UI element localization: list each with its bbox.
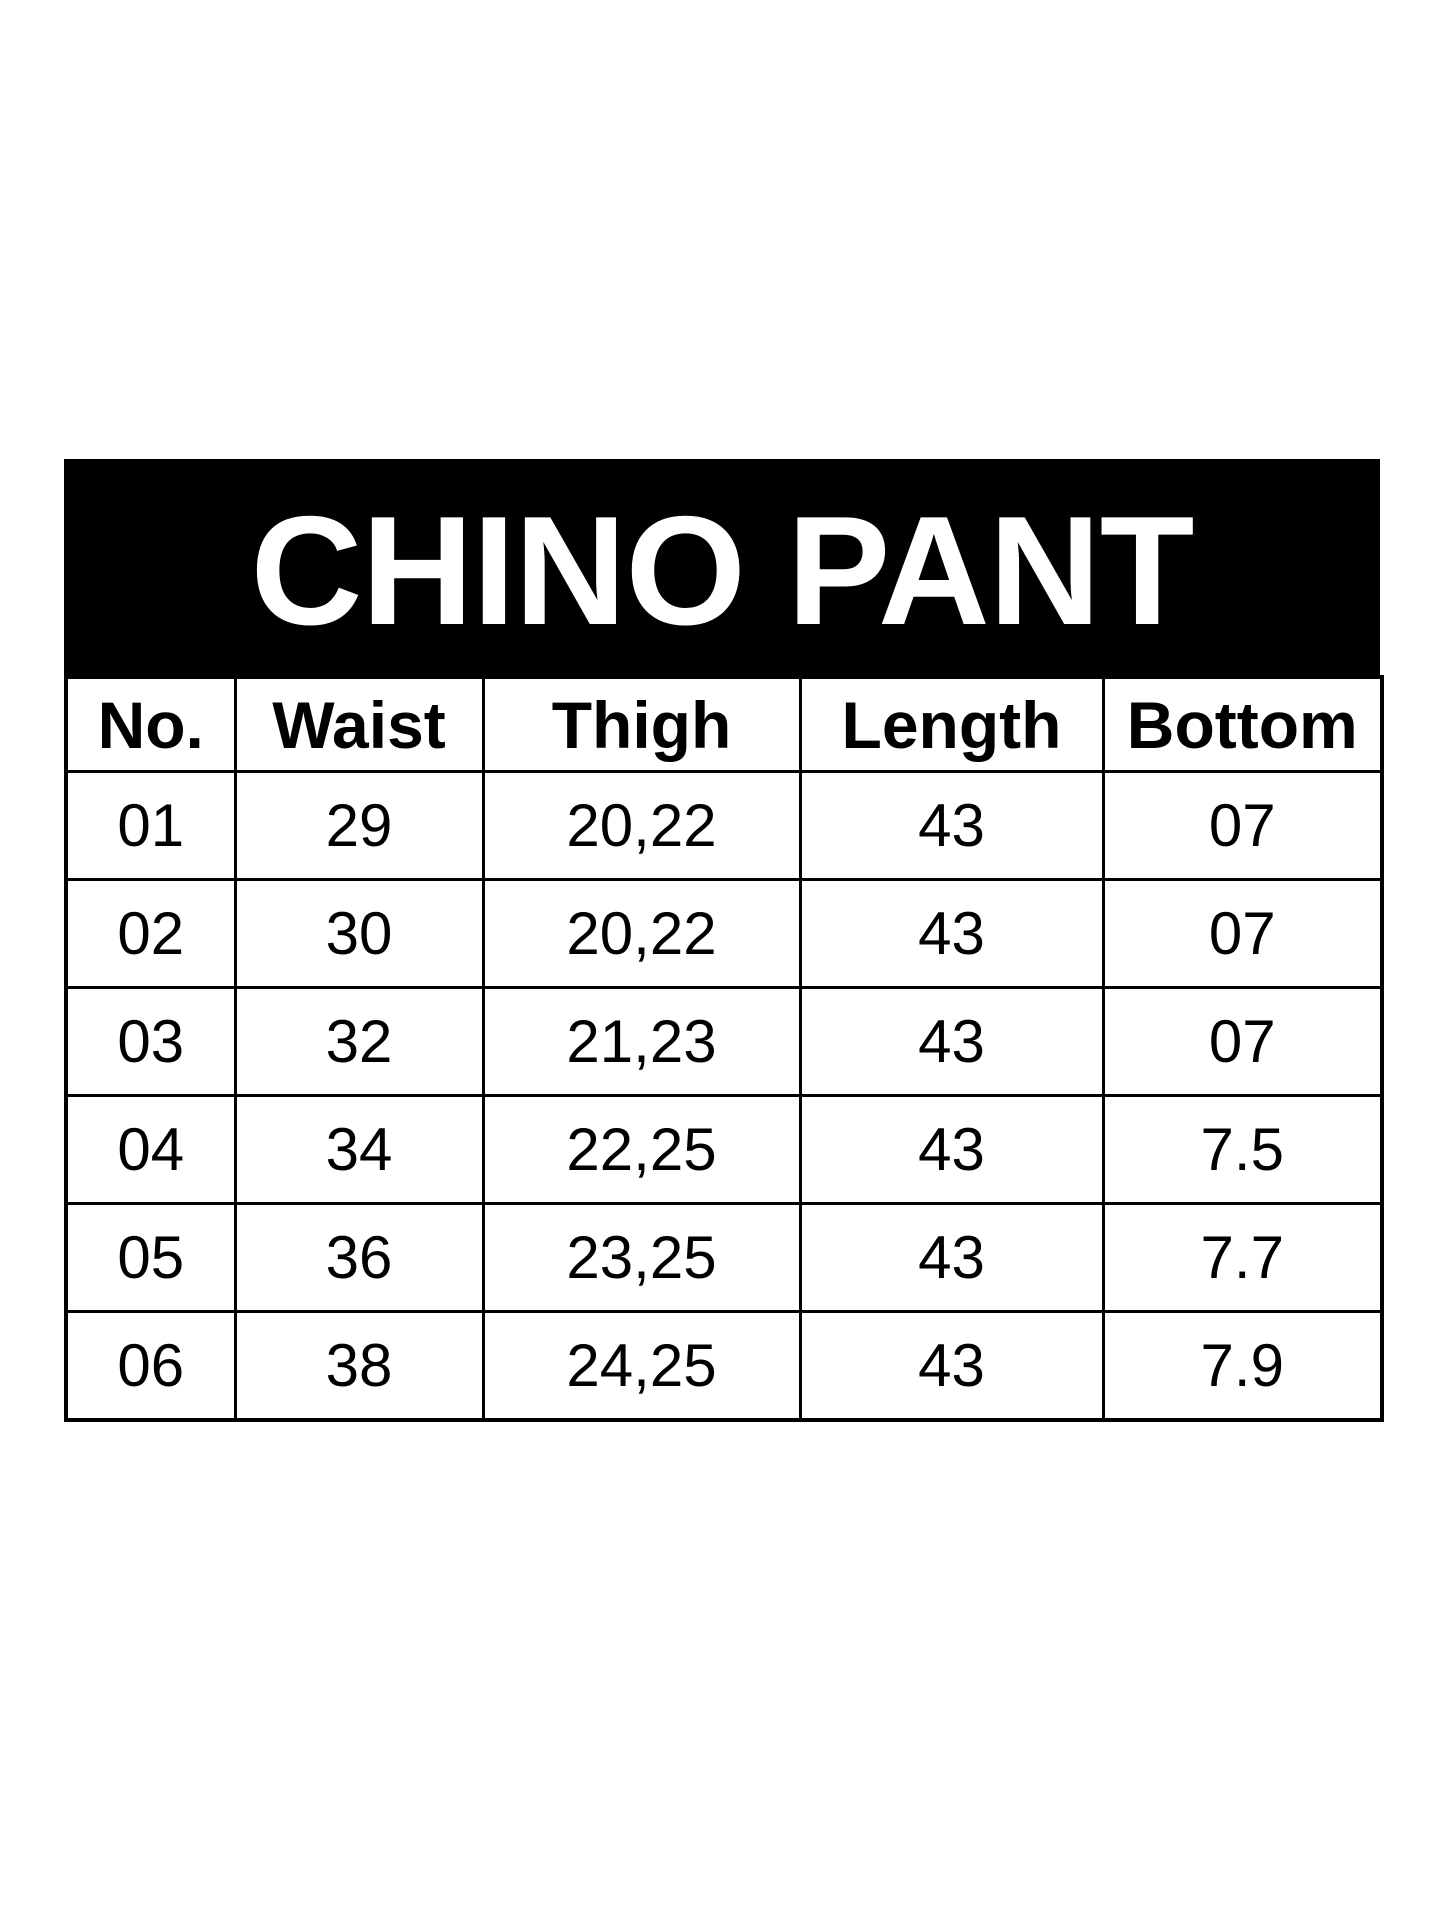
table-cell: 22,25: [481, 1094, 802, 1205]
table-row: 04 34 22,25 43 7.5: [64, 1094, 1384, 1205]
column-header: No.: [64, 675, 237, 773]
table-cell: 43: [798, 986, 1105, 1097]
table-cell: 29: [233, 770, 485, 881]
table-cell: 34: [233, 1094, 485, 1205]
table-cell: 43: [798, 770, 1105, 881]
table-cell: 07: [1101, 878, 1384, 989]
table-cell: 02: [64, 878, 237, 989]
size-table-head: No. Waist Thigh Length Bottom: [64, 675, 1384, 773]
table-cell: 20,22: [481, 770, 802, 881]
title-banner: CHINO PANT: [64, 459, 1380, 675]
column-header: Thigh: [481, 675, 802, 773]
table-row: 02 30 20,22 43 07: [64, 878, 1384, 989]
table-cell: 20,22: [481, 878, 802, 989]
size-table-body: 01 29 20,22 43 07 02 30 20,22 43 07 03 32 21,23 43 07 0…: [64, 770, 1384, 1422]
column-header: Bottom: [1101, 675, 1384, 773]
header-row: No. Waist Thigh Length Bottom: [64, 675, 1384, 773]
table-cell: 03: [64, 986, 237, 1097]
table-cell: 7.7: [1101, 1202, 1384, 1313]
table-cell: 07: [1101, 770, 1384, 881]
table-cell: 06: [64, 1310, 237, 1422]
table-cell: 04: [64, 1094, 237, 1205]
table-cell: 01: [64, 770, 237, 881]
table-cell: 38: [233, 1310, 485, 1422]
table-cell: 05: [64, 1202, 237, 1313]
table-cell: 43: [798, 1094, 1105, 1205]
table-cell: 36: [233, 1202, 485, 1313]
table-cell: 21,23: [481, 986, 802, 1097]
column-header: Length: [798, 675, 1105, 773]
table-cell: 43: [798, 1310, 1105, 1422]
table-row: 01 29 20,22 43 07: [64, 770, 1384, 881]
table-cell: 30: [233, 878, 485, 989]
table-row: 03 32 21,23 43 07: [64, 986, 1384, 1097]
table-row: 06 38 24,25 43 7.9: [64, 1310, 1384, 1422]
table-row: 05 36 23,25 43 7.7: [64, 1202, 1384, 1313]
size-table: No. Waist Thigh Length Bottom 01 29 20,22 43 07 0…: [64, 675, 1384, 1422]
table-cell: 7.9: [1101, 1310, 1384, 1422]
table-cell: 07: [1101, 986, 1384, 1097]
page-title: CHINO PANT: [250, 483, 1195, 657]
table-cell: 43: [798, 878, 1105, 989]
table-cell: 24,25: [481, 1310, 802, 1422]
table-cell: 43: [798, 1202, 1105, 1313]
column-header: Waist: [233, 675, 485, 773]
table-cell: 32: [233, 986, 485, 1097]
table-cell: 23,25: [481, 1202, 802, 1313]
table-cell: 7.5: [1101, 1094, 1384, 1205]
